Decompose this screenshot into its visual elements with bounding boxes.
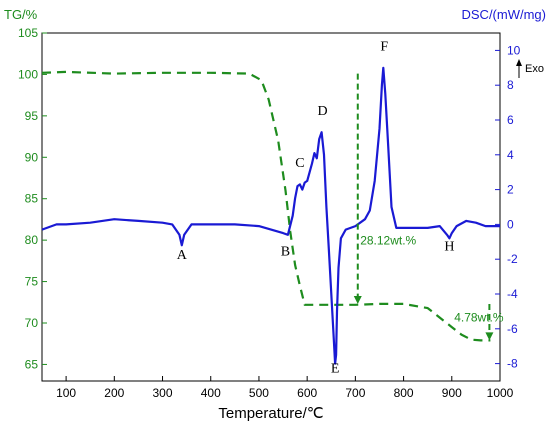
exo-label: Exo bbox=[525, 63, 544, 75]
x-tick-label: 800 bbox=[394, 386, 414, 400]
y-right-tick-label: -2 bbox=[507, 252, 518, 266]
annotation-arrow-head bbox=[485, 332, 494, 341]
y-right-tick-label: -6 bbox=[507, 322, 518, 336]
x-axis-title: Temperature/℃ bbox=[218, 405, 323, 422]
y-right-tick-label: -4 bbox=[507, 287, 518, 301]
x-tick-label: 600 bbox=[297, 386, 317, 400]
point-label-E: E bbox=[331, 361, 340, 376]
annotation-label: 4.78wt.% bbox=[454, 310, 504, 324]
x-tick-label: 500 bbox=[249, 386, 269, 400]
x-tick-label: 700 bbox=[345, 386, 365, 400]
point-label-B: B bbox=[281, 245, 290, 260]
y-left-tick-label: 65 bbox=[25, 357, 39, 371]
y-left-tick-label: 80 bbox=[25, 233, 39, 247]
y-right-tick-label: 8 bbox=[507, 78, 514, 92]
y-right-tick-label: 4 bbox=[507, 148, 514, 162]
x-tick-label: 400 bbox=[201, 386, 221, 400]
y-left-tick-label: 75 bbox=[25, 275, 39, 289]
y-right-tick-label: 10 bbox=[507, 43, 521, 57]
dsc-curve bbox=[41, 66, 500, 365]
y-left-tick-label: 100 bbox=[18, 67, 38, 81]
mass-loss-annotation: 28.12wt.% bbox=[353, 73, 417, 304]
y-right-tick-label: 0 bbox=[507, 217, 514, 231]
annotation-arrow-head bbox=[353, 295, 362, 304]
y-right-tick-label: 6 bbox=[507, 113, 514, 127]
x-tick-label: 100 bbox=[56, 386, 76, 400]
point-label-C: C bbox=[295, 156, 304, 171]
y-left-tick-label: 85 bbox=[25, 192, 39, 206]
tg-curve bbox=[41, 70, 491, 342]
point-label-D: D bbox=[318, 104, 328, 119]
x-tick-label: 1000 bbox=[487, 386, 514, 400]
y-left-tick-label: 105 bbox=[18, 26, 38, 40]
x-tick-label: 300 bbox=[153, 386, 173, 400]
point-label-A: A bbox=[177, 248, 188, 263]
point-label-F: F bbox=[380, 39, 388, 54]
exo-indicator: Exo bbox=[516, 59, 544, 78]
y-left-tick-label: 90 bbox=[25, 150, 39, 164]
x-tick-label: 900 bbox=[442, 386, 462, 400]
exo-arrow-head bbox=[516, 59, 522, 66]
x-tick-label: 200 bbox=[104, 386, 124, 400]
y-left-axis-title: TG/% bbox=[4, 7, 38, 22]
y-right-tick-label: -8 bbox=[507, 357, 518, 371]
y-right-tick-label: 2 bbox=[507, 183, 514, 197]
point-label-H: H bbox=[444, 240, 454, 255]
annotation-label: 28.12wt.% bbox=[360, 233, 416, 247]
y-left-tick-label: 70 bbox=[25, 316, 39, 330]
plot-frame bbox=[41, 32, 501, 382]
y-right-axis-title: DSC/(mW/mg) bbox=[462, 7, 547, 22]
y-left-tick-label: 95 bbox=[25, 109, 39, 123]
mass-loss-annotation: 4.78wt.% bbox=[454, 303, 504, 341]
